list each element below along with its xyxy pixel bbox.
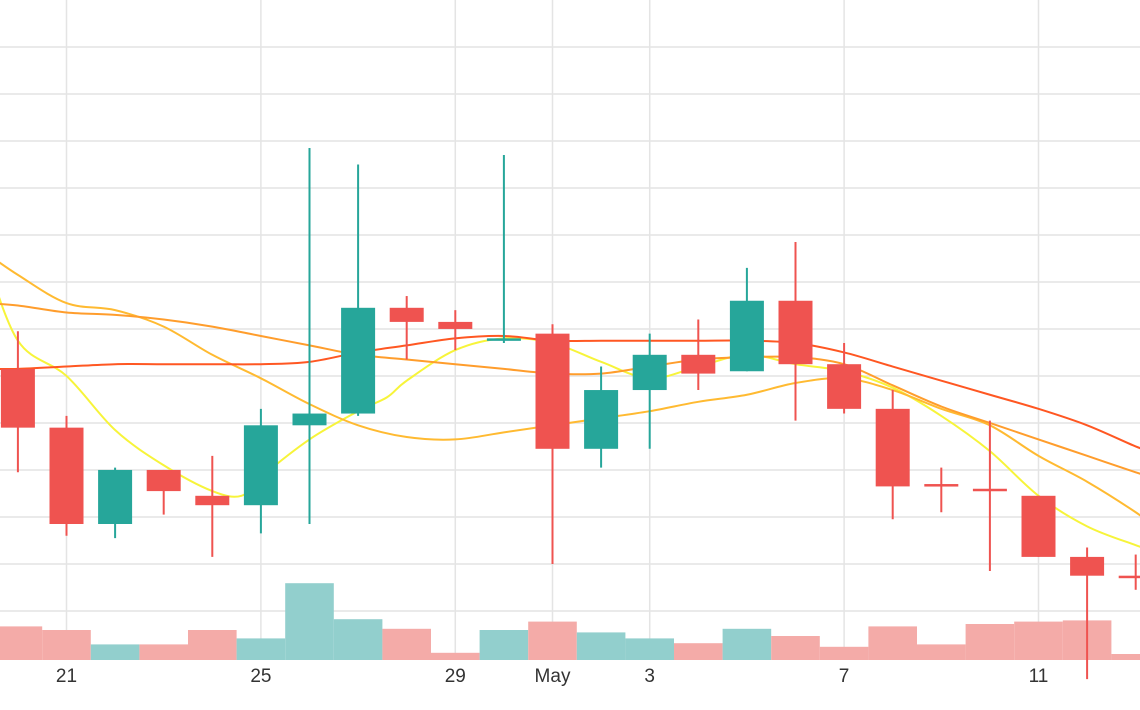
candle-body	[584, 390, 619, 449]
moving-average-line	[0, 261, 1140, 517]
candle-body	[49, 427, 84, 524]
candle-body	[681, 354, 716, 374]
volume-bar	[819, 646, 869, 660]
candle-body	[341, 307, 376, 414]
volume-bar	[722, 628, 772, 660]
volume-bar	[188, 630, 237, 660]
volume-bar	[42, 630, 91, 660]
volume-bar	[431, 652, 480, 660]
candle-body	[1021, 495, 1056, 557]
volume-bar	[1111, 654, 1140, 660]
moving-average-layer	[0, 261, 1140, 548]
candle-body	[389, 307, 424, 322]
volume-bar	[674, 643, 723, 660]
candle-up	[243, 408, 278, 534]
grid-layer	[0, 0, 1140, 660]
candle-body	[486, 338, 521, 341]
volume-bar	[868, 626, 917, 660]
candle-down	[1070, 547, 1105, 680]
candle-down	[972, 420, 1007, 571]
volume-bar	[139, 644, 188, 660]
volume-bar	[236, 638, 286, 660]
candle-up	[729, 267, 764, 372]
candle-body	[827, 364, 862, 409]
volume-bar	[285, 583, 334, 660]
candle-body	[632, 354, 667, 391]
candle-layer	[0, 148, 1140, 680]
x-tick-label: 29	[445, 666, 466, 687]
candle-down	[389, 296, 424, 360]
candle-body	[778, 300, 813, 365]
candle-body	[292, 413, 327, 426]
candle-body	[195, 495, 230, 506]
candle-body	[1118, 575, 1140, 579]
candle-body	[0, 368, 35, 428]
volume-bar	[90, 644, 140, 660]
candle-body	[243, 425, 278, 506]
x-tick-label: May	[535, 666, 571, 687]
candle-down	[924, 467, 959, 513]
candle-down	[146, 469, 181, 515]
candle-down	[535, 324, 570, 564]
candle-down	[1021, 495, 1056, 557]
volume-layer	[0, 583, 1140, 660]
volume-bar	[917, 644, 966, 660]
volume-bar	[333, 619, 383, 660]
candle-body	[875, 408, 910, 487]
volume-bar	[1014, 621, 1063, 660]
volume-bar	[479, 630, 529, 660]
x-tick-label: 21	[56, 666, 77, 687]
candle-up	[486, 155, 521, 344]
volume-bar	[576, 632, 626, 660]
x-axis: 21 25 29 May 3 7 11	[56, 666, 1048, 687]
candle-up	[292, 148, 327, 524]
moving-average-line	[0, 296, 1140, 548]
x-tick-label: 7	[839, 666, 850, 687]
candle-down	[0, 331, 35, 473]
volume-bar	[965, 624, 1015, 660]
candle-down	[195, 455, 230, 557]
volume-bar	[0, 626, 43, 660]
candle-body	[1070, 556, 1105, 576]
volume-bar	[528, 621, 577, 660]
candle-down	[1118, 554, 1140, 590]
candle-up	[98, 467, 133, 539]
x-tick-label: 25	[250, 666, 271, 687]
candle-body	[729, 300, 764, 372]
candle-body	[924, 484, 959, 487]
volume-bar	[771, 636, 820, 660]
candle-down	[438, 310, 473, 351]
candle-up	[584, 366, 619, 468]
volume-bar	[382, 628, 431, 660]
candle-down	[778, 242, 813, 421]
candle-down	[49, 415, 84, 536]
candle-down	[875, 390, 910, 520]
x-tick-label: 11	[1029, 666, 1049, 687]
candle-body	[438, 321, 473, 329]
moving-average-line	[0, 334, 1140, 450]
candle-body	[146, 469, 181, 492]
candle-down	[827, 343, 862, 414]
candle-up	[632, 333, 667, 449]
candle-body	[98, 469, 133, 524]
candle-body	[972, 488, 1007, 492]
candle-up	[341, 164, 376, 416]
volume-bar	[625, 638, 674, 660]
moving-average-line	[0, 302, 1140, 475]
candle-down	[681, 319, 716, 391]
x-tick-label: 3	[644, 666, 655, 687]
candle-body	[535, 333, 570, 449]
